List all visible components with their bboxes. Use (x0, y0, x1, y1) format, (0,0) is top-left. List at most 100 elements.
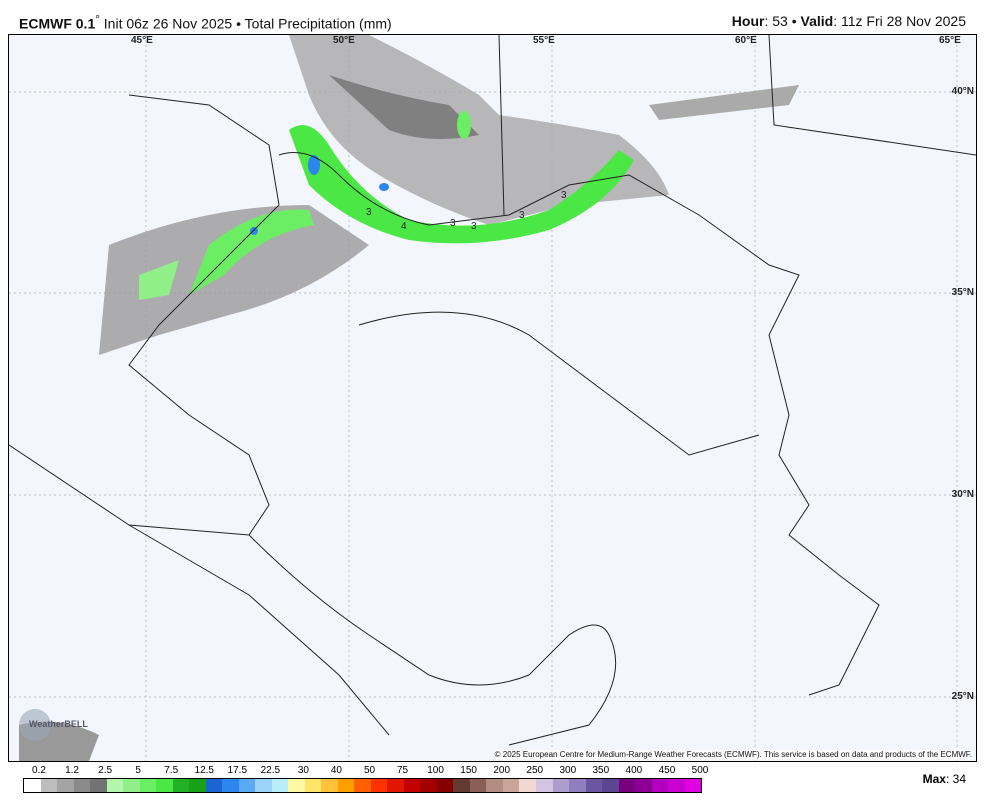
legend-swatch (668, 779, 685, 792)
contour-label: 3 (366, 207, 372, 218)
legend-label: 50 (363, 765, 376, 776)
init-time: Init 06z 26 Nov 2025 (103, 15, 233, 32)
map-canvas (9, 35, 976, 761)
color-legend (23, 778, 702, 793)
legend-swatch (486, 779, 503, 792)
lon-label: 55°E (533, 35, 555, 46)
legend-swatch (535, 779, 553, 792)
valid-value: 11z Fri 28 Nov 2025 (840, 13, 966, 29)
legend-swatch (635, 779, 652, 792)
sep: • (791, 13, 797, 29)
lon-label: 65°E (939, 35, 961, 46)
legend-swatch (106, 779, 124, 792)
borders (9, 35, 976, 746)
model-name: ECMWF 0.1 (19, 15, 96, 32)
legend-swatch (172, 779, 190, 792)
valid-label: Valid (800, 13, 834, 29)
legend-label: 7.5 (164, 765, 179, 776)
legend-label: 200 (493, 765, 511, 776)
legend-label: 250 (526, 765, 544, 776)
legend-swatch (271, 779, 289, 792)
max-number: 34 (952, 772, 966, 786)
legend-label: 17.5 (227, 765, 248, 776)
max-value: Max: 34 (922, 772, 966, 786)
lon-label: 50°E (333, 35, 355, 46)
legend-swatch (304, 779, 322, 792)
legend-swatch (569, 779, 586, 792)
legend-swatch (370, 779, 388, 792)
legend-labels: 0.2 1.2 2.5 5 7.5 12.5 17.5 22.5 30 40 50 75 100 150 2… (23, 765, 708, 777)
legend-swatch (585, 779, 603, 792)
lat-label: 25°N (951, 691, 974, 702)
forecast-time: Hour: 53 • Valid: 11z Fri 28 Nov 2025 (731, 13, 966, 29)
weatherbell-logo: WeatherBELL (15, 703, 95, 747)
legend-label: 450 (658, 765, 676, 776)
legend-label: 2.5 (98, 765, 113, 776)
contour-label: 3 (561, 190, 567, 201)
legend-swatch (57, 779, 74, 792)
legend-swatch (354, 779, 371, 792)
product-name: Total Precipitation (mm) (244, 15, 392, 32)
lat-label: 30°N (951, 489, 974, 500)
legend-swatch (602, 779, 619, 792)
degree: ° (95, 13, 100, 26)
legend-swatch (519, 779, 536, 792)
legend-swatch (139, 779, 157, 792)
legend-swatch (123, 779, 140, 792)
legend-label: 30 (297, 765, 309, 776)
legend-swatch (469, 779, 487, 792)
legend-label: 1.2 (65, 765, 79, 776)
contour-label: 3 (471, 221, 477, 232)
legend-label: 400 (625, 765, 643, 776)
copyright: © 2025 European Centre for Medium-Range … (494, 750, 972, 759)
legend-swatch (222, 779, 239, 792)
legend-swatch (552, 779, 570, 792)
precip-green (139, 111, 634, 300)
legend-swatch (387, 779, 404, 792)
legend-swatch (436, 779, 454, 792)
hour-value: 53 (772, 13, 788, 29)
precip-gray (19, 35, 799, 761)
legend-swatch (255, 779, 272, 792)
legend-label: 300 (559, 765, 577, 776)
contour-label: 4 (401, 221, 407, 232)
legend-swatch (453, 779, 470, 792)
legend-swatch (618, 779, 636, 792)
legend-swatch (205, 779, 223, 792)
legend-label: 5 (135, 765, 141, 776)
legend-swatch (420, 779, 437, 792)
legend-swatch (73, 779, 91, 792)
lat-label: 35°N (951, 287, 974, 298)
legend-swatch (156, 779, 173, 792)
legend-label: 75 (396, 765, 409, 776)
legend-swatch (321, 779, 338, 792)
legend-swatch (40, 779, 58, 792)
legend-swatch (651, 779, 669, 792)
map-title: ECMWF 0.1° Init 06z 26 Nov 2025 • Total … (19, 13, 392, 32)
logo-text: WeatherBELL (29, 719, 88, 729)
legend-swatch (403, 779, 421, 792)
legend-swatch (189, 779, 206, 792)
legend-swatch (24, 779, 41, 792)
contour-label: 3 (450, 218, 456, 229)
max-label: Max (922, 772, 946, 786)
legend-swatch (337, 779, 355, 792)
contour-label: 3 (519, 210, 525, 221)
legend-swatch (288, 779, 305, 792)
lon-label: 45°E (131, 35, 153, 46)
lat-label: 40°N (951, 86, 974, 97)
legend-swatch (502, 779, 520, 792)
legend-swatch (238, 779, 256, 792)
legend-swatch (90, 779, 107, 792)
legend-swatch (684, 779, 702, 792)
legend-label: 0.2 (32, 765, 46, 776)
legend-label: 100 (427, 765, 444, 776)
legend-label: 40 (330, 765, 342, 776)
legend-label: 22.5 (260, 765, 281, 776)
sep: • (236, 15, 242, 32)
hour-label: Hour (731, 13, 765, 29)
legend-label: 150 (460, 765, 477, 776)
lon-label: 60°E (735, 35, 757, 46)
legend-label: 500 (691, 765, 709, 776)
precipitation-map[interactable]: 45°E 50°E 55°E 60°E 65°E 40°N 35°N 30°N … (8, 34, 977, 762)
